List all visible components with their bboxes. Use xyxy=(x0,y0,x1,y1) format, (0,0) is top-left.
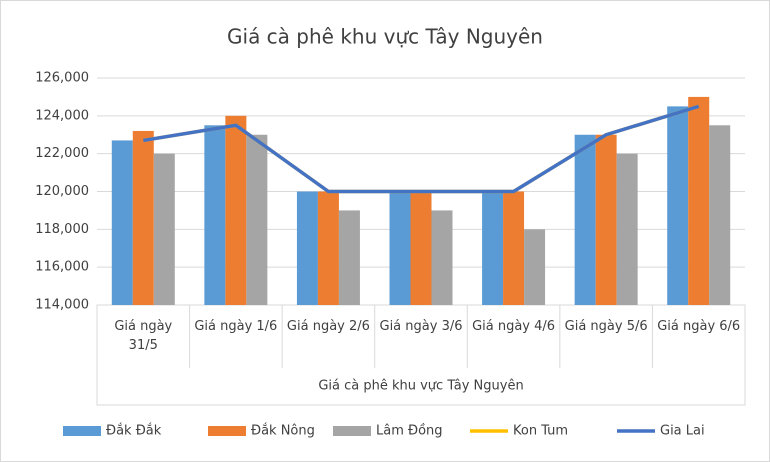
bar xyxy=(153,153,175,305)
x-tick-label: Giá ngày 4/6 xyxy=(472,319,556,334)
legend-swatch xyxy=(63,426,101,436)
line xyxy=(143,104,700,194)
bar xyxy=(225,115,247,305)
bar xyxy=(709,125,731,306)
bar xyxy=(410,191,432,305)
x-tick-label: Giá ngày 5/6 xyxy=(564,319,648,334)
x-tick-label: Giá ngày 2/6 xyxy=(286,319,370,334)
x-tick-label: Giá ngày 1/6 xyxy=(194,319,278,334)
legend-label: Đắk Đắk xyxy=(106,424,162,439)
bar xyxy=(524,229,546,305)
bar xyxy=(389,191,411,305)
legend-label: Lâm Đồng xyxy=(376,424,443,439)
legend-swatch xyxy=(333,426,371,436)
legend-swatch xyxy=(208,426,246,436)
legend-label: Gia Lai xyxy=(660,424,705,439)
bar xyxy=(338,210,360,305)
bar xyxy=(574,134,596,305)
y-tick-label: 126,000 xyxy=(35,71,89,86)
x-tick-label: Giá ngày 31/5 xyxy=(114,319,173,353)
y-tick-label: 120,000 xyxy=(35,184,89,199)
bar xyxy=(296,191,318,305)
bar xyxy=(595,134,617,305)
bar xyxy=(246,134,268,305)
x-tick-label: Giá ngày 3/6 xyxy=(379,319,463,334)
bar xyxy=(317,191,339,305)
y-tick-label: 122,000 xyxy=(35,146,89,161)
x-tick-label: Giá ngày 6/6 xyxy=(657,319,741,334)
x-axis-title: Giá cà phê khu vực Tây Nguyên xyxy=(318,379,523,394)
bar xyxy=(667,106,689,305)
legend-label: Đắk Nông xyxy=(251,424,315,439)
y-tick-label: 116,000 xyxy=(35,260,89,275)
y-tick-label: 118,000 xyxy=(35,222,89,237)
bar xyxy=(132,130,154,305)
bar xyxy=(111,140,133,305)
bar xyxy=(616,153,638,305)
y-tick-label: 124,000 xyxy=(35,108,89,123)
y-tick-label: 114,000 xyxy=(35,298,89,313)
bar xyxy=(204,125,226,306)
bar xyxy=(431,210,453,305)
chart-title: Giá cà phê khu vực Tây Nguyên xyxy=(227,25,543,49)
bar xyxy=(688,96,710,306)
bar xyxy=(503,191,525,305)
bar xyxy=(482,191,504,305)
legend-label: Kon Tum xyxy=(513,424,568,439)
